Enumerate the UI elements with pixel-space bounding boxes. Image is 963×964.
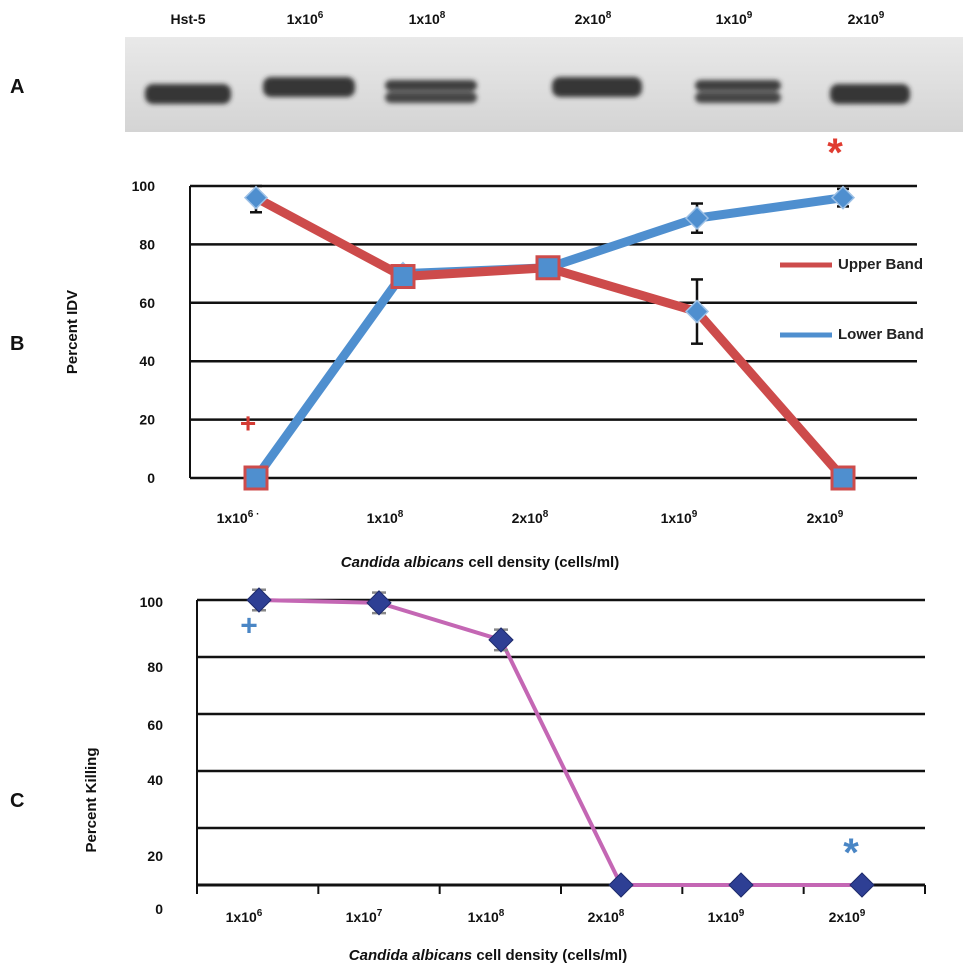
x-tick-label: 1x106 ·: [217, 509, 260, 526]
y-tick-label: 80: [139, 236, 155, 252]
significance-marker: +: [240, 610, 258, 643]
x-tick-label: 1x109: [708, 908, 745, 925]
blot-lane-label: 1x106: [287, 10, 324, 27]
blot-band-lower: [695, 92, 781, 103]
blot-band: [830, 84, 910, 104]
marker-lower-band: [830, 185, 856, 210]
x-tick-label: 1x107: [346, 908, 383, 925]
marker-percent-killing: [849, 872, 875, 898]
blot-band: [263, 77, 355, 97]
blot-lane-label: 2x109: [848, 10, 885, 27]
y-tick-label: 80: [147, 659, 163, 675]
marker-percent-killing: [246, 587, 272, 613]
marker-percent-killing: [728, 872, 754, 898]
marker-percent-killing: [366, 590, 392, 616]
marker-upper-band: [243, 185, 269, 210]
x-axis-title: Candida albicans cell density (cells/ml): [349, 947, 627, 964]
y-tick-label: 40: [147, 772, 163, 788]
x-tick-label: 1x106: [226, 908, 263, 925]
panel-letter-c: C: [10, 790, 24, 812]
panel-letter-b: B: [10, 333, 24, 355]
blot-band-lower: [385, 92, 477, 103]
series-line-lower-band: [251, 193, 848, 483]
y-tick-label: 40: [139, 353, 155, 369]
marker-percent-killing: [608, 872, 634, 898]
panel-letter-a: A: [10, 76, 24, 98]
marker-upper-band: [243, 465, 269, 491]
y-tick-label: 100: [140, 594, 164, 610]
y-axis-title: Percent Killing: [83, 747, 100, 852]
chart-percent-killing: 0 20 40 60 80 100 Percent Killing 1x106 1x107 1x1…: [83, 587, 926, 964]
significance-marker: *: [843, 831, 859, 875]
marker-lower-band: [684, 206, 710, 231]
series-line-upper-band: [251, 193, 848, 483]
marker-upper-band: [684, 299, 710, 324]
x-tick-label: 1x108: [468, 908, 505, 925]
significance-marker: +: [240, 408, 256, 439]
x-tick-label: 1x109: [661, 509, 698, 526]
blot-band: [145, 84, 231, 104]
y-tick-label: 0: [147, 470, 155, 486]
western-blot: Hst-5 1x106 1x108 2x108 1x109 2x109: [125, 10, 963, 132]
legend-label: Lower Band: [838, 326, 924, 343]
x-tick-label: 2x108: [512, 509, 549, 526]
x-tick-label: 2x108: [588, 908, 625, 925]
x-tick-label: 1x108: [367, 509, 404, 526]
blot-band-upper: [385, 80, 477, 91]
marker-upper-band: [830, 465, 856, 491]
x-tick-label: 2x109: [829, 908, 866, 925]
blot-band-upper: [695, 80, 781, 91]
y-tick-label: 60: [139, 295, 155, 311]
y-tick-label: 20: [139, 412, 155, 428]
series-line-percent-killing: [258, 598, 862, 887]
significance-marker: *: [827, 131, 843, 175]
blot-lane-label: 1x108: [409, 10, 446, 27]
x-tick-label: 2x109: [807, 509, 844, 526]
chart-percent-idv: 0 20 40 60 80 100 Percent IDV 1x106 · 1x108 2x108…: [64, 131, 924, 571]
y-tick-label: 60: [147, 717, 163, 733]
blot-lane-label: 2x108: [575, 10, 612, 27]
marker-upper-band: [535, 255, 561, 281]
blot-band: [552, 77, 642, 97]
marker-percent-killing: [488, 627, 514, 653]
y-tick-label: 0: [155, 901, 163, 917]
blot-lane-label: 1x109: [716, 10, 753, 27]
y-axis-title: Percent IDV: [64, 290, 81, 374]
blot-lane-label: Hst-5: [170, 11, 205, 27]
y-tick-label: 20: [147, 848, 163, 864]
marker-upper-band: [390, 264, 416, 290]
y-tick-label: 100: [132, 178, 156, 194]
legend-label: Upper Band: [838, 256, 923, 273]
x-axis-title: Candida albicans cell density (cells/ml): [341, 554, 619, 571]
